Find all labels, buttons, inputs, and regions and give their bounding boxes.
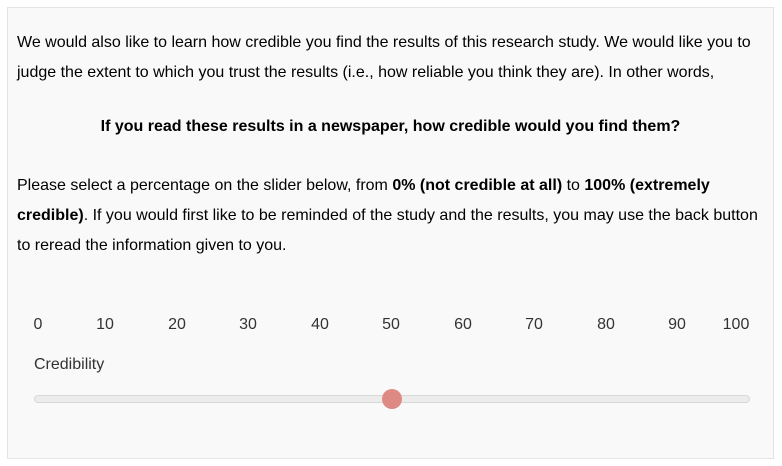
scale-tick-30: 30 [239,316,257,333]
scale-tick-90: 90 [668,316,686,333]
scale-tick-80: 80 [597,316,615,333]
instructions-part1: Please select a percentage on the slider… [17,177,393,194]
instructions-max-label: 100% (extremely credible) [17,177,710,224]
scale-tick-10: 10 [96,316,114,333]
instructions-part3: . If you would first like to be reminded… [17,207,758,254]
scale-tick-100: 100 [722,316,750,333]
scale-tick-50: 50 [382,316,400,333]
scale-tick-60: 60 [454,316,472,333]
scale-tick-20: 20 [168,316,186,333]
question-heading: If you read these results in a newspaper… [100,118,681,135]
credibility-slider-label: Credibility [34,356,105,373]
scale-tick-0: 0 [33,316,43,333]
question-card: We would also like to learn how credible… [7,7,774,459]
scale-tick-40: 40 [311,316,329,333]
scale-tick-70: 70 [525,316,543,333]
credibility-slider-handle[interactable] [382,389,402,409]
instructions-min-label: 0% (not credible at all) [392,177,563,194]
intro-text: We would also like to learn how credible… [17,34,751,81]
instructions-part2: to [562,177,585,194]
slider-scale: 0 10 20 30 40 50 60 70 80 90 100 [8,316,773,338]
instructions-text: Please select a percentage on the slider… [17,171,767,261]
